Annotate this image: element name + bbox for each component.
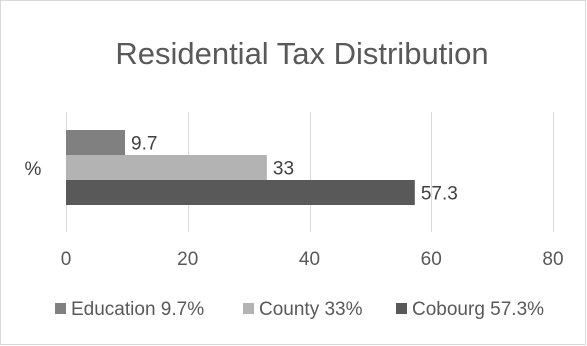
bar (66, 155, 267, 180)
bars (66, 130, 415, 205)
data-label: 33 (273, 159, 294, 180)
category-label: % (25, 159, 42, 180)
legend-label: Cobourg 57.3% (412, 299, 544, 320)
x-tick-label: 80 (542, 249, 563, 270)
bar (66, 180, 415, 205)
x-axis-ticks: 0 20 40 60 80 (61, 249, 564, 270)
x-tick-label: 60 (421, 249, 442, 270)
data-labels: 9.7 33 57.3 (131, 134, 458, 205)
chart-title: Residential Tax Distribution (115, 36, 488, 71)
bar (66, 130, 126, 155)
legend-label: Education 9.7% (71, 299, 204, 320)
legend-label: County 33% (259, 299, 363, 320)
data-label: 9.7 (131, 134, 157, 155)
legend-swatch (243, 303, 254, 314)
legend-swatch (55, 303, 66, 314)
x-tick-label: 0 (61, 249, 72, 270)
x-tick-label: 40 (299, 249, 320, 270)
legend-swatch (396, 303, 407, 314)
legend: Education 9.7% County 33% Cobourg 57.3% (55, 299, 544, 320)
x-tick-label: 20 (177, 249, 198, 270)
data-label: 57.3 (421, 184, 458, 205)
